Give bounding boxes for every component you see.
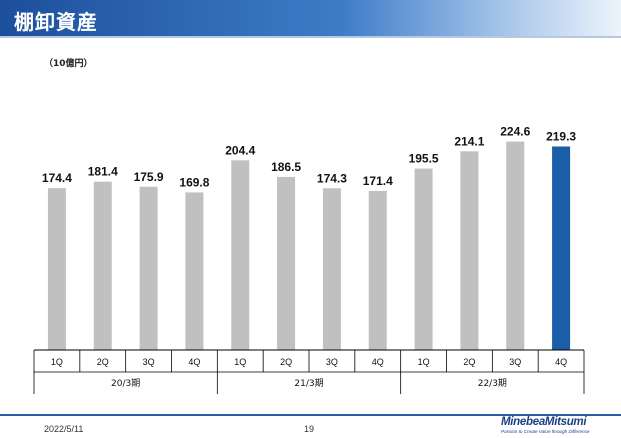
bar-6 <box>277 176 296 350</box>
data-label-1: 174.4 <box>42 171 72 185</box>
title-underline <box>0 36 621 38</box>
title-bar: 棚卸資産 <box>0 0 621 36</box>
bar-8 <box>368 190 387 350</box>
x-tick-label-9: 1Q <box>418 357 430 367</box>
x-tick-label-11: 3Q <box>509 357 521 367</box>
bar-12 <box>552 146 571 350</box>
data-label-8: 171.4 <box>363 174 393 188</box>
unit-label: （10億円） <box>44 59 93 69</box>
x-tick-label-3: 3Q <box>143 357 155 367</box>
footer-rule <box>0 414 621 416</box>
company-logo: MinebeaMitsumi Passion to Create Value t… <box>497 416 615 436</box>
logo-tagline: Passion to Create Value through Differen… <box>501 429 590 434</box>
x-tick-label-2: 2Q <box>97 357 109 367</box>
bar-11 <box>506 141 525 350</box>
bar-3 <box>139 186 158 350</box>
bar-1 <box>47 188 66 350</box>
bar-10 <box>460 151 479 350</box>
x-tick-label-5: 1Q <box>234 357 246 367</box>
x-tick-label-6: 2Q <box>280 357 292 367</box>
bar-4 <box>185 192 204 350</box>
data-label-9: 195.5 <box>409 152 439 166</box>
data-label-2: 181.4 <box>88 165 118 179</box>
data-label-10: 214.1 <box>454 134 484 148</box>
x-tick-label-1: 1Q <box>51 357 63 367</box>
group-label-3: 22/3期 <box>478 378 507 389</box>
x-tick-label-7: 3Q <box>326 357 338 367</box>
footer-date: 2022/5/11 <box>44 424 84 434</box>
page-number: 19 <box>304 424 315 434</box>
data-label-12: 219.3 <box>546 129 576 143</box>
x-tick-label-12: 4Q <box>555 357 567 367</box>
bar-9 <box>414 168 433 350</box>
data-label-6: 186.5 <box>271 160 301 174</box>
inventory-bar-chart: 174.4 1Q 181.4 2Q 175.9 3Q 169.8 4Q 204.4 1Q 186.5… <box>33 125 585 394</box>
bar-7 <box>322 188 341 350</box>
data-label-5: 204.4 <box>225 143 255 157</box>
x-tick-label-8: 4Q <box>372 357 384 367</box>
logo-name: MinebeaMitsumi <box>501 416 587 428</box>
data-label-7: 174.3 <box>317 171 347 185</box>
x-tick-label-4: 4Q <box>188 357 200 367</box>
bar-2 <box>93 181 112 350</box>
data-label-4: 169.8 <box>179 175 209 189</box>
data-label-11: 224.6 <box>500 125 530 139</box>
bar-5 <box>231 160 250 350</box>
group-label-2: 21/3期 <box>294 378 323 389</box>
data-label-3: 175.9 <box>134 170 164 184</box>
group-label-1: 20/3期 <box>111 378 140 389</box>
x-tick-label-10: 2Q <box>463 357 475 367</box>
page-title: 棚卸資産 <box>14 10 98 34</box>
